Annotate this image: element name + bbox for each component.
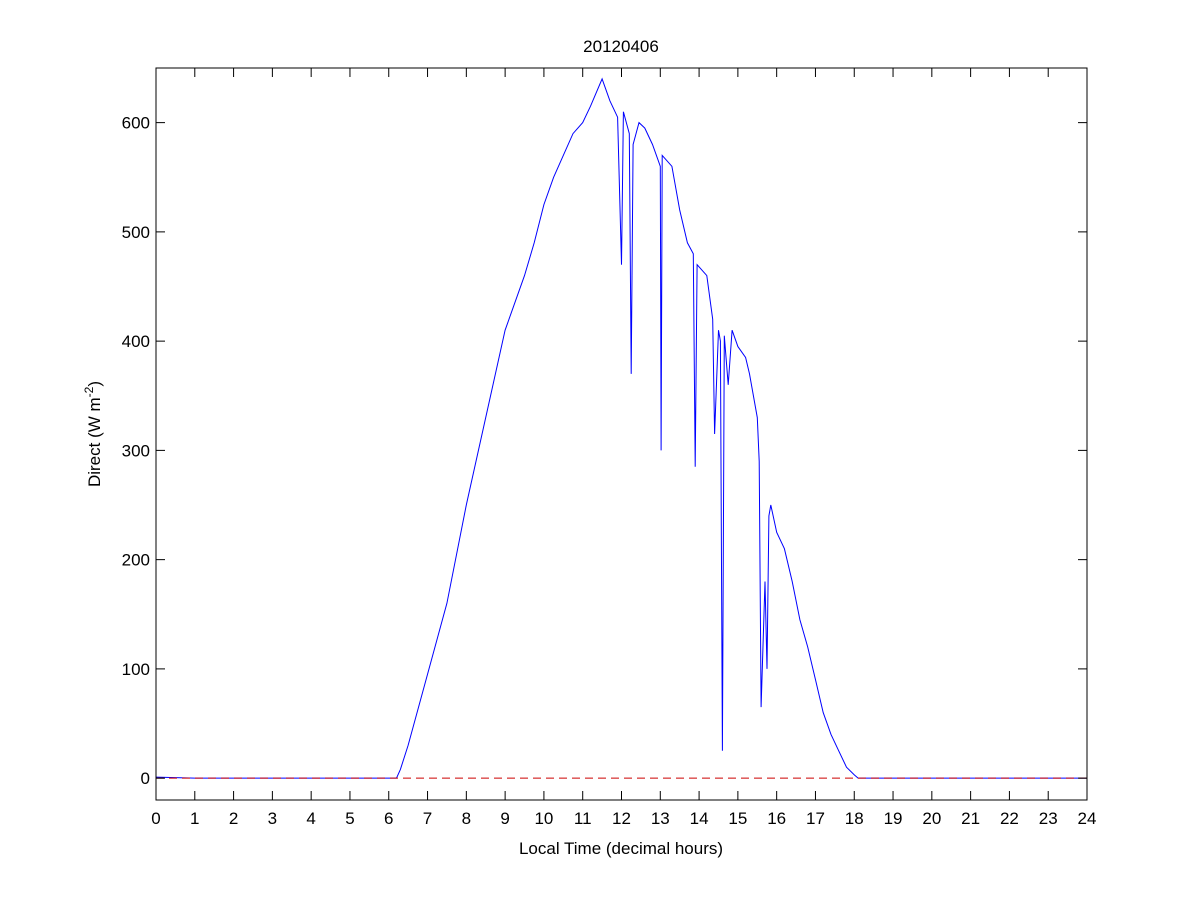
- x-tick-label: 14: [690, 809, 709, 828]
- x-tick-label: 8: [462, 809, 471, 828]
- y-tick-label: 300: [122, 441, 150, 460]
- ticks-layer: 0 1 2 3 4 5 6 7 8 9 10 11 12 13 14 15 16 17 18 19 20 21 22 23 24…: [122, 68, 1097, 828]
- x-tick-label: 10: [534, 809, 553, 828]
- x-tick-label: 24: [1078, 809, 1097, 828]
- x-tick-label: 21: [961, 809, 980, 828]
- x-tick-label: 18: [845, 809, 864, 828]
- y-tick-label: 200: [122, 551, 150, 570]
- x-tick-label: 2: [229, 809, 238, 828]
- y-axis-label-main: Direct (W m: [85, 397, 104, 487]
- x-tick-label: 3: [268, 809, 277, 828]
- y-tick-label: 600: [122, 114, 150, 133]
- x-tick-label: 11: [574, 809, 592, 828]
- x-tick-label: 19: [884, 809, 903, 828]
- x-tick-label: 1: [190, 809, 199, 828]
- x-tick-label: 9: [500, 809, 509, 828]
- y-tick-label: 400: [122, 332, 150, 351]
- y-tick-label: 100: [122, 660, 150, 679]
- x-tick-label: 15: [728, 809, 747, 828]
- chart-title: 20120406: [583, 37, 659, 56]
- x-tick-label: 17: [806, 809, 825, 828]
- x-tick-label: 23: [1039, 809, 1058, 828]
- y-axis-label: Direct (W m-2): [82, 381, 104, 487]
- y-tick-label: 0: [141, 769, 150, 788]
- x-tick-label: 7: [423, 809, 432, 828]
- direct-irradiance-line: [155, 77, 1087, 779]
- x-tick-label: 12: [612, 809, 631, 828]
- x-tick-label: 13: [651, 809, 670, 828]
- x-tick-label: 22: [1000, 809, 1019, 828]
- y-axis-label-sup: -2: [82, 386, 96, 397]
- x-tick-label: 5: [345, 809, 354, 828]
- x-tick-label: 20: [922, 809, 941, 828]
- x-tick-label: 16: [767, 809, 786, 828]
- y-tick-label: 500: [122, 223, 150, 242]
- x-axis-label: Local Time (decimal hours): [519, 839, 723, 858]
- x-tick-label: 0: [151, 809, 160, 828]
- y-axis-label-end: ): [85, 381, 104, 387]
- series-layer: [155, 77, 1087, 779]
- x-tick-label: 6: [384, 809, 393, 828]
- x-tick-label: 4: [306, 809, 315, 828]
